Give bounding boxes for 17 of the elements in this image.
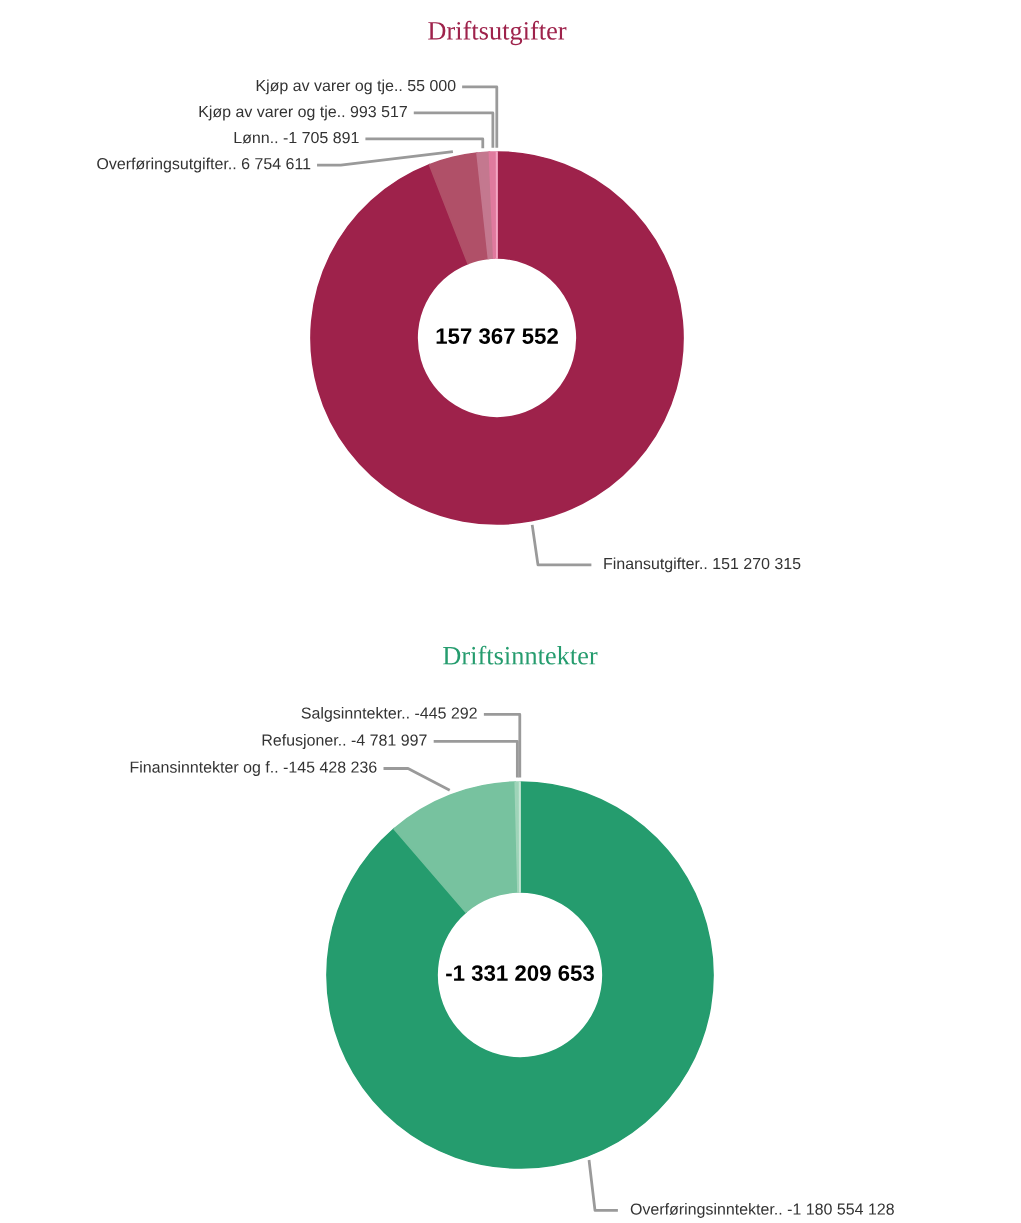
chart-title: Driftsinntekter [443, 645, 598, 665]
donut-slice [393, 781, 519, 913]
text: -1 331 209 653 [446, 965, 594, 981]
text: 157 367 552 [436, 328, 558, 344]
chart-title: Driftsutgifter [428, 20, 567, 46]
donut-slice [428, 152, 490, 265]
slice-label: Lønn.. -1 705 891 [234, 131, 359, 144]
slice-label: Refusjoner.. -4 781 997 [262, 734, 427, 749]
slice-label: Overføringsutgifter.. 6 754 611 [97, 157, 311, 173]
slice-label: Kjøp av varer og tje.. 55 000 [256, 79, 456, 95]
slice-label: Finansutgifter.. 151 270 315 [604, 557, 801, 573]
donut-slice [310, 151, 684, 525]
donut-slice [326, 781, 714, 1169]
slice-label: Salgsinntekter.. -445 292 [301, 707, 477, 722]
slice-label: Finansinntekter og f.. -145 428 236 [130, 761, 377, 776]
slice-label: Overføringsinntekter.. -1 180 554 128 [630, 1203, 894, 1218]
slice-label: Kjøp av varer og tje.. 993 517 [199, 105, 407, 121]
